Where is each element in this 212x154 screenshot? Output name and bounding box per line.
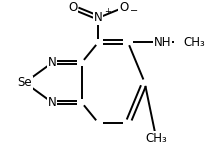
Text: O: O — [69, 1, 78, 14]
Text: +: + — [105, 7, 111, 16]
Text: −: − — [130, 6, 138, 16]
Text: O: O — [119, 1, 128, 14]
Text: Se: Se — [18, 76, 32, 89]
Text: N: N — [48, 56, 57, 69]
Text: N: N — [48, 96, 57, 109]
Text: NH: NH — [154, 36, 171, 49]
Text: CH₃: CH₃ — [145, 132, 167, 145]
Text: CH₃: CH₃ — [184, 36, 205, 49]
Text: N: N — [94, 11, 103, 24]
